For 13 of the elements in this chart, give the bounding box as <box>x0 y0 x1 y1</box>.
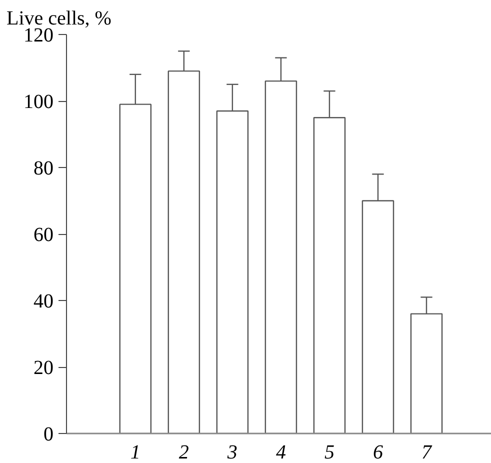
x-tick-label: 2 <box>178 442 189 463</box>
x-tick-label: 5 <box>324 442 334 463</box>
x-tick-label: 3 <box>226 442 238 463</box>
x-tick-label: 6 <box>372 442 383 463</box>
y-tick-label: 20 <box>34 357 54 379</box>
y-tick-label: 40 <box>34 290 54 312</box>
x-tick-label: 7 <box>421 442 432 463</box>
y-tick-label: 0 <box>44 424 54 446</box>
x-tick-label: 4 <box>276 442 286 463</box>
x-tick-label: 1 <box>130 442 140 463</box>
y-tick-label: 60 <box>34 224 54 246</box>
y-tick-label: 80 <box>34 158 54 180</box>
y-tick-label: 100 <box>24 91 54 113</box>
